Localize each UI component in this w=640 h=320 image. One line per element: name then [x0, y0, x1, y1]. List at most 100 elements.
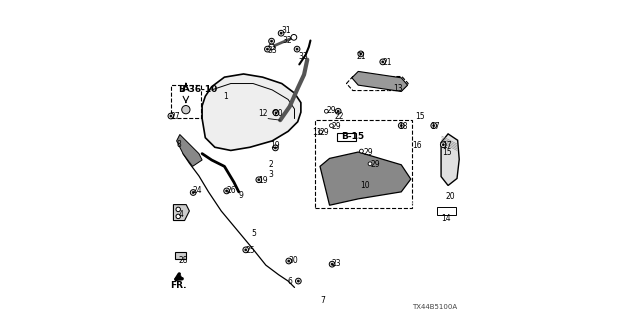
FancyBboxPatch shape	[172, 85, 200, 118]
Circle shape	[440, 142, 446, 148]
Circle shape	[269, 38, 275, 44]
Circle shape	[296, 278, 301, 284]
Text: 13: 13	[394, 84, 403, 93]
Circle shape	[398, 123, 404, 128]
Circle shape	[190, 190, 196, 196]
Text: 25: 25	[245, 246, 255, 255]
Circle shape	[380, 59, 386, 65]
Text: 12: 12	[258, 109, 268, 118]
Text: 17: 17	[443, 141, 452, 150]
Circle shape	[360, 149, 364, 153]
Text: 3: 3	[268, 170, 273, 179]
Text: 29: 29	[371, 160, 380, 169]
Text: 31: 31	[281, 27, 291, 36]
Circle shape	[170, 115, 172, 117]
Circle shape	[382, 61, 384, 63]
Circle shape	[182, 106, 190, 114]
Circle shape	[291, 35, 297, 40]
Text: B-15: B-15	[340, 132, 364, 140]
Text: TX44B5100A: TX44B5100A	[412, 304, 457, 309]
Text: 8: 8	[177, 140, 181, 148]
Circle shape	[324, 109, 328, 113]
Circle shape	[273, 145, 278, 151]
Text: 7: 7	[320, 296, 325, 305]
Circle shape	[245, 249, 246, 251]
Circle shape	[176, 214, 180, 219]
Text: 18: 18	[398, 122, 408, 131]
Text: 11: 11	[312, 128, 321, 137]
FancyBboxPatch shape	[337, 133, 356, 141]
Circle shape	[226, 190, 228, 192]
Circle shape	[273, 110, 278, 115]
Circle shape	[298, 280, 300, 282]
Circle shape	[431, 123, 436, 128]
Text: B-36-10: B-36-10	[178, 85, 218, 94]
Circle shape	[269, 44, 275, 50]
Polygon shape	[320, 152, 411, 205]
Text: FR.: FR.	[170, 281, 186, 290]
Circle shape	[224, 188, 230, 194]
Polygon shape	[177, 134, 202, 166]
Text: 29: 29	[326, 106, 336, 115]
Circle shape	[176, 207, 180, 212]
Circle shape	[273, 110, 279, 116]
Text: 2: 2	[268, 160, 273, 169]
Circle shape	[286, 258, 292, 264]
Circle shape	[243, 247, 248, 253]
Text: 21: 21	[356, 52, 366, 61]
Text: 32: 32	[282, 36, 292, 45]
Circle shape	[271, 40, 273, 42]
Polygon shape	[441, 134, 460, 186]
Text: 22: 22	[334, 113, 344, 122]
Circle shape	[296, 48, 298, 50]
Circle shape	[266, 48, 268, 50]
Text: 33: 33	[268, 45, 277, 55]
FancyBboxPatch shape	[437, 207, 456, 215]
Text: 26: 26	[226, 186, 236, 195]
Polygon shape	[352, 71, 408, 92]
Text: 5: 5	[252, 229, 257, 238]
Circle shape	[337, 110, 339, 112]
Text: 29: 29	[363, 148, 372, 156]
Text: 19: 19	[271, 141, 280, 150]
Circle shape	[442, 144, 444, 146]
FancyBboxPatch shape	[253, 115, 268, 123]
Circle shape	[192, 192, 194, 194]
Text: 17: 17	[430, 122, 440, 131]
Circle shape	[360, 53, 362, 55]
Text: 10: 10	[360, 181, 369, 190]
Circle shape	[400, 124, 402, 126]
Text: 29: 29	[331, 122, 340, 131]
Text: 24: 24	[193, 186, 202, 195]
Circle shape	[358, 51, 364, 57]
Circle shape	[329, 261, 335, 267]
Circle shape	[278, 30, 284, 36]
Circle shape	[288, 260, 290, 262]
Polygon shape	[346, 76, 408, 91]
Circle shape	[433, 124, 435, 126]
Text: 14: 14	[441, 214, 451, 223]
Text: 21: 21	[382, 58, 392, 67]
Text: 19: 19	[258, 176, 268, 185]
Polygon shape	[202, 74, 301, 150]
Text: 20: 20	[274, 109, 284, 118]
Text: 23: 23	[331, 259, 340, 268]
Text: 16: 16	[412, 141, 422, 150]
Circle shape	[330, 124, 333, 127]
Circle shape	[264, 46, 270, 52]
Text: 15: 15	[443, 148, 452, 156]
Circle shape	[256, 177, 262, 183]
Circle shape	[275, 112, 277, 114]
Text: 30: 30	[288, 256, 298, 265]
Text: 1: 1	[223, 92, 228, 101]
Text: 9: 9	[239, 190, 244, 200]
Text: 15: 15	[415, 113, 425, 122]
Circle shape	[294, 46, 300, 52]
Circle shape	[258, 179, 260, 181]
Text: 27: 27	[170, 113, 180, 122]
Circle shape	[335, 108, 341, 114]
Polygon shape	[175, 252, 186, 259]
Circle shape	[319, 130, 323, 134]
Circle shape	[368, 162, 372, 166]
Text: 28: 28	[178, 256, 188, 265]
